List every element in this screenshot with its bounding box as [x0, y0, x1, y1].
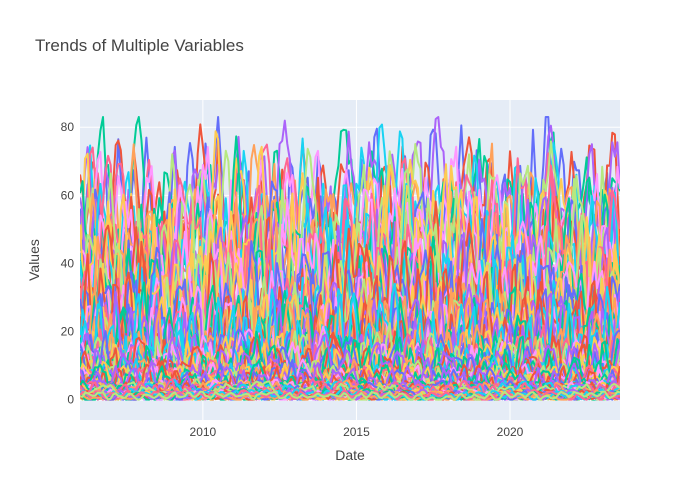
y-tick-label: 60 — [61, 188, 75, 202]
x-tick-label: 2010 — [190, 425, 217, 439]
tick-labels: 0 20 40 60 80 2010 2015 2020 — [61, 120, 524, 439]
x-axis-title: Date — [335, 447, 365, 463]
y-tick-label: 40 — [61, 256, 75, 270]
series-line — [80, 390, 620, 401]
series-layer — [80, 116, 620, 401]
y-tick-label: 80 — [61, 120, 75, 134]
x-tick-label: 2020 — [497, 425, 524, 439]
y-tick-label: 0 — [67, 393, 74, 407]
x-tick-label: 2015 — [343, 425, 370, 439]
y-axis-title: Values — [26, 239, 42, 281]
chart-title: Trends of Multiple Variables — [35, 36, 244, 55]
y-tick-label: 20 — [61, 324, 75, 338]
